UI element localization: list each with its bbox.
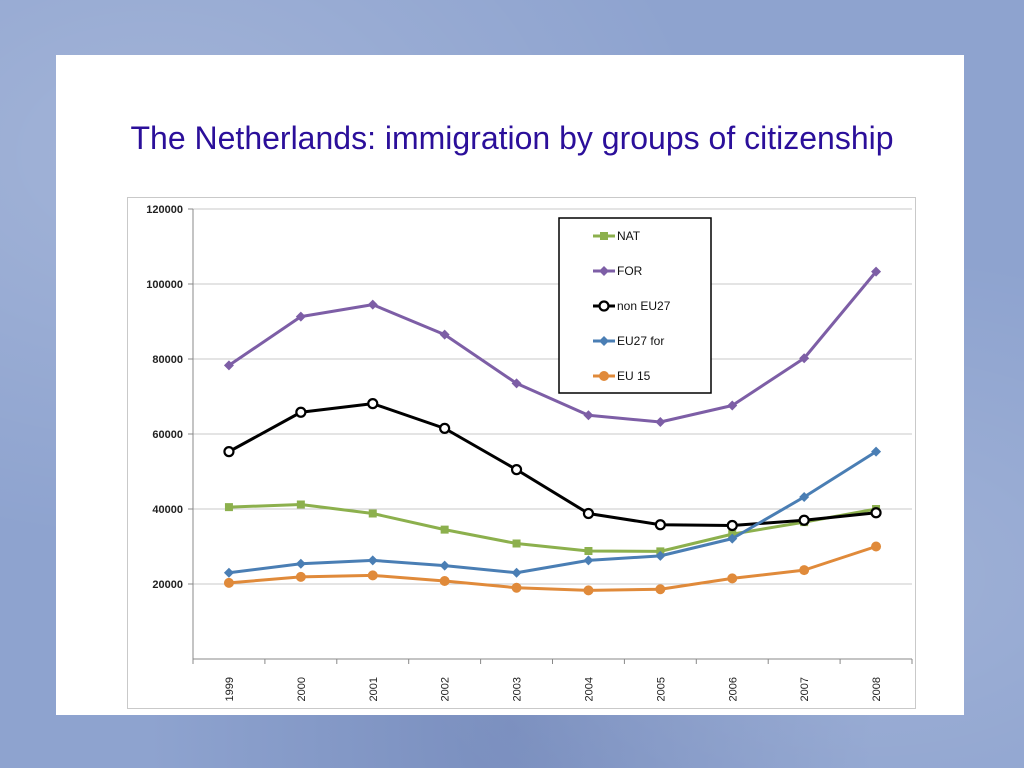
series-line-for	[228, 270, 878, 424]
data-point-nat	[512, 539, 521, 548]
series-line-eu27-for	[228, 450, 877, 575]
legend-marker-for	[599, 266, 609, 276]
data-point-for	[871, 266, 882, 277]
data-point-for	[223, 360, 234, 371]
data-point-for	[583, 410, 594, 421]
legend-box	[558, 217, 712, 394]
x-tick-label: 2002	[440, 677, 452, 701]
data-point-for	[295, 311, 306, 322]
y-tick-label: 40000	[152, 504, 183, 516]
data-point-eu27-for	[583, 555, 594, 566]
data-point-eu27-for	[223, 567, 234, 578]
data-point-eu27-for	[295, 558, 306, 569]
data-point-eu-15	[511, 582, 522, 593]
data-point-nat	[368, 509, 377, 518]
data-point-eu-15	[871, 541, 882, 552]
data-point-eu27-for	[655, 550, 666, 561]
x-tick-label: 2007	[799, 677, 811, 701]
y-tick-label: 60000	[152, 429, 183, 441]
data-point-eu27-for	[799, 492, 810, 502]
x-tick-label: 2005	[655, 677, 667, 701]
x-tick-label: 2004	[583, 677, 595, 701]
y-tick-label: 80000	[152, 354, 183, 366]
x-tick-label: 2008	[871, 677, 883, 701]
data-point-for	[655, 417, 666, 427]
series-line-nat	[228, 503, 877, 553]
x-tick-label: 1999	[224, 677, 236, 701]
x-tick-label: 2000	[296, 677, 308, 701]
data-point-for	[367, 299, 378, 310]
data-point-eu-15	[655, 584, 666, 595]
data-point-eu-15	[223, 577, 234, 588]
legend-label-eu27-for: EU27 for	[617, 334, 664, 348]
data-point-non-eu27	[223, 446, 235, 458]
x-tick-label: 2003	[512, 677, 524, 701]
data-point-nat	[584, 547, 593, 555]
series-line-non-eu27	[228, 402, 877, 527]
data-point-non-eu27	[798, 514, 810, 526]
series-line-eu-15	[228, 545, 877, 592]
x-tick-label: 2001	[368, 677, 380, 701]
legend-label-non-eu27: non EU27	[617, 299, 671, 313]
data-point-for	[439, 329, 450, 340]
data-point-eu-15	[799, 565, 810, 576]
data-point-non-eu27	[582, 507, 595, 520]
data-point-non-eu27	[295, 406, 307, 418]
legend-label-for: FOR	[617, 264, 643, 278]
x-tick-label: 2006	[727, 677, 739, 701]
data-point-for	[799, 353, 810, 364]
data-point-nat	[224, 503, 233, 512]
data-point-eu-15	[295, 571, 306, 582]
legend-marker-eu-15	[599, 371, 609, 381]
slide-title: The Netherlands: immigration by groups o…	[130, 120, 894, 156]
y-tick-label: 100000	[146, 279, 183, 291]
data-point-non-eu27	[510, 464, 523, 476]
data-point-eu-15	[439, 576, 450, 586]
data-point-eu-15	[367, 570, 378, 581]
y-tick-label: 120000	[146, 204, 183, 216]
chart-frame	[127, 197, 916, 709]
data-point-eu-15	[583, 585, 594, 596]
data-point-for	[511, 378, 522, 389]
data-point-nat	[296, 500, 305, 509]
data-point-eu27-for	[727, 533, 738, 544]
data-point-for	[727, 400, 738, 411]
data-point-nat	[440, 525, 449, 534]
data-point-non-eu27	[654, 519, 666, 531]
legend-label-eu-15: EU 15	[617, 369, 651, 383]
data-point-non-eu27	[870, 507, 882, 519]
data-point-eu27-for	[439, 560, 450, 571]
data-point-eu27-for	[367, 555, 378, 566]
legend-marker-nat	[600, 232, 608, 240]
legend-marker-eu27-for	[599, 336, 609, 346]
data-point-non-eu27	[726, 519, 738, 532]
data-point-non-eu27	[367, 398, 379, 410]
legend-label-nat: NAT	[617, 229, 641, 243]
legend-marker-non-eu27	[598, 300, 610, 312]
y-tick-label: 20000	[152, 579, 183, 591]
data-point-eu-15	[727, 573, 738, 584]
data-point-non-eu27	[439, 422, 451, 434]
data-point-eu27-for	[511, 567, 522, 578]
data-point-eu27-for	[871, 446, 882, 457]
